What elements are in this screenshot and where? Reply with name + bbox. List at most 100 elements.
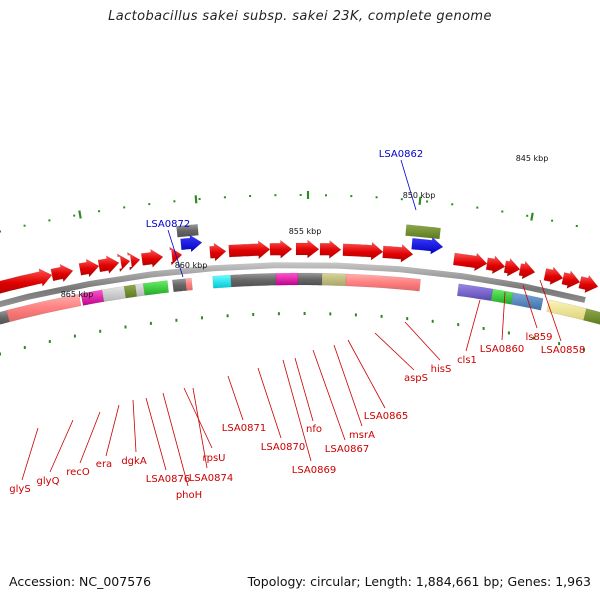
gene-LSA0876	[126, 251, 141, 271]
leader-LSA0865	[347, 339, 386, 409]
gene-glyS	[0, 268, 53, 294]
gene-label-ls859: ls859	[525, 332, 552, 343]
leader-LSA0871	[227, 375, 244, 421]
inner-scale-dot	[73, 334, 76, 338]
gene-label-LSA0871: LSA0871	[222, 423, 266, 434]
inner-scale-dot	[482, 327, 485, 330]
feature-gray-LSA0872	[176, 224, 199, 238]
leader-LSA0869	[282, 359, 312, 462]
inner-scale-dot	[558, 342, 561, 346]
leader-LSA0874	[192, 387, 208, 469]
gene-label-glyQ: glyQ	[37, 476, 60, 487]
leader-era	[105, 404, 120, 457]
blue-label-LSA0872: LSA0872	[146, 219, 190, 230]
inner-scale-dot	[303, 312, 306, 315]
band-olive-right	[583, 308, 600, 325]
gene-label-era: era	[96, 459, 112, 470]
scale-dot	[123, 206, 126, 209]
scale-dot	[325, 194, 327, 197]
scale-dot	[249, 195, 252, 197]
leader-LSA0876	[145, 397, 167, 471]
band-lightgray-era	[101, 286, 127, 302]
gene-label-LSA0858: LSA0858	[541, 345, 585, 356]
band-gray-rpsU	[172, 278, 187, 293]
accession-text: Accession: NC_007576	[9, 574, 152, 589]
band-green-phoH	[142, 280, 169, 296]
inner-scale-dot	[380, 314, 383, 318]
gene-aspS	[342, 241, 384, 261]
gene-fwd-545	[543, 266, 564, 286]
gene-LSA0870	[228, 240, 271, 260]
label-leader-layer	[21, 159, 562, 487]
inner-scale-dot	[226, 314, 229, 318]
leader-dgkA	[132, 399, 137, 453]
inner-scale-dot	[277, 312, 280, 316]
feature-blue-LSA0862	[411, 236, 444, 255]
genome-backbone-layer	[0, 262, 586, 308]
gene-label-LSA0870: LSA0870	[261, 442, 305, 453]
leader-aspS	[374, 332, 415, 371]
gene-label-recO: recO	[66, 467, 90, 478]
scale-major-tick	[194, 195, 198, 204]
genome-backbone	[0, 262, 586, 308]
leader-cls1	[465, 299, 481, 352]
leader-recO	[79, 411, 101, 464]
inner-scale-dot	[23, 346, 26, 349]
scale-dot	[274, 194, 277, 197]
feature-olive-LSA0862	[405, 224, 441, 240]
scale-label-865kbp: 865 kbp	[61, 290, 94, 299]
scale-dot-layer	[0, 191, 585, 356]
band-gray-nfo	[297, 272, 323, 286]
leader-LSA0858	[539, 279, 562, 342]
scale-dot	[476, 206, 479, 209]
gene-label-phoH: phoH	[176, 490, 202, 501]
scale-dot	[223, 196, 226, 199]
scale-dot	[400, 198, 403, 201]
feature-blue-LSA0872	[180, 234, 203, 253]
leader-LSA0867	[312, 349, 346, 441]
gene-label-LSA0865: LSA0865	[364, 411, 408, 422]
scale-label-855kbp: 855 kbp	[289, 227, 322, 236]
gene-fwd-580	[578, 274, 599, 294]
scale-dot	[148, 203, 151, 206]
gene-label-LSA0874: LSA0874	[189, 473, 233, 484]
gene-LSA0860	[485, 255, 506, 275]
gene-glyQ-a	[50, 263, 74, 283]
scale-major-tick	[530, 212, 534, 221]
leader-hisS	[404, 321, 441, 361]
inner-scale-dot	[99, 329, 102, 333]
band-steel-ls859	[510, 292, 544, 311]
gene-dgkA	[116, 253, 131, 273]
scale-dot	[198, 198, 201, 200]
leader-msrA	[333, 344, 363, 427]
scale-dot	[526, 214, 529, 217]
inner-scale-dot	[124, 325, 127, 329]
gene-hisS	[382, 243, 414, 263]
leader-glyQ	[49, 419, 74, 473]
gene-LSA0871	[209, 242, 227, 262]
gene-label-nfo: nfo	[306, 424, 322, 435]
gene-label-rpsU: rpsU	[203, 453, 226, 464]
gene-phoH	[140, 248, 164, 268]
scale-dot	[23, 224, 26, 227]
leader-LSA0862	[400, 159, 417, 211]
scale-major-tick	[418, 196, 422, 205]
inner-scale-dot	[175, 318, 178, 322]
scale-label-845kbp: 845 kbp	[516, 154, 549, 163]
scale-dot	[73, 214, 76, 217]
leader-LSA0870	[257, 367, 282, 439]
inner-scale-dot	[329, 312, 332, 316]
band-magenta-LSA0869	[275, 272, 299, 286]
inner-scale-dot	[48, 340, 51, 343]
band-pink-glyQ	[6, 293, 82, 323]
gene-cls1	[452, 252, 488, 272]
band-tan-msrA	[321, 272, 347, 287]
gene-nfo	[295, 239, 320, 259]
inner-scale-dot	[201, 316, 203, 320]
topology-text: Topology: circular; Length: 1,884,661 bp…	[247, 574, 591, 589]
leader-glyS	[21, 427, 39, 481]
gene-label-LSA0869: LSA0869	[292, 465, 336, 476]
leader-LSA0872	[167, 229, 184, 278]
gene-LSA0869	[269, 239, 293, 259]
